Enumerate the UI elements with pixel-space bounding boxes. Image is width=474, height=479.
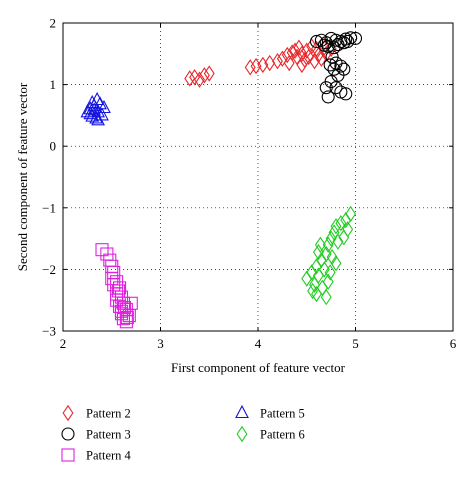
data-point <box>289 42 301 59</box>
data-point <box>303 48 315 66</box>
x-tick-label: 3 <box>157 336 164 351</box>
data-point <box>344 31 358 45</box>
data-point <box>330 255 342 272</box>
legend-marker <box>61 448 75 462</box>
y-tick-label: 2 <box>50 16 57 31</box>
data-point <box>314 236 326 253</box>
data-point <box>332 233 344 250</box>
legend-label: Pattern 2 <box>86 407 131 421</box>
y-axis-title: Second component of feature vector <box>15 82 30 271</box>
data-point <box>320 288 332 306</box>
data-point <box>83 106 98 120</box>
data-point <box>330 218 342 235</box>
legend-marker <box>236 425 248 443</box>
data-point <box>322 273 334 290</box>
x-tick-label: 5 <box>352 336 359 351</box>
data-point <box>257 56 269 74</box>
data-point <box>321 90 335 104</box>
legend-label: Pattern 5 <box>260 407 305 421</box>
x-tick-label: 2 <box>60 336 67 351</box>
data-point <box>348 31 363 45</box>
data-point <box>342 221 354 238</box>
data-point <box>323 58 337 72</box>
data-point <box>95 243 109 257</box>
data-point <box>124 296 138 310</box>
x-tick-labels: 2 3 4 5 6 <box>60 336 457 351</box>
data-point <box>301 42 313 59</box>
data-point <box>110 293 124 307</box>
data-point <box>319 81 333 95</box>
series-pattern-6 <box>301 205 357 306</box>
data-point <box>283 54 295 72</box>
data-point <box>296 45 308 62</box>
data-point <box>335 215 347 232</box>
data-point <box>90 91 105 106</box>
data-point <box>272 53 283 70</box>
data-point <box>309 34 324 49</box>
legend-item: Pattern 2 <box>62 404 131 422</box>
data-point <box>317 38 331 52</box>
legend-label: Pattern 4 <box>86 449 132 463</box>
data-point <box>324 264 336 281</box>
data-point <box>345 205 357 223</box>
legend-marker <box>62 404 74 422</box>
legend: Pattern 2 Pattern 3 Pattern 4 Pattern 5 Patt… <box>61 404 305 463</box>
data-point <box>331 38 345 52</box>
x-tick-label: 6 <box>450 336 457 351</box>
data-point <box>337 62 351 76</box>
grid <box>63 23 453 331</box>
data-point <box>296 56 308 74</box>
legend-item: Pattern 3 <box>61 427 131 442</box>
legend-item: Pattern 5 <box>235 404 305 421</box>
data-point <box>315 50 327 67</box>
data-point <box>120 310 134 324</box>
series-pattern-5 <box>80 91 111 126</box>
data-point <box>293 39 305 56</box>
data-point <box>89 110 104 124</box>
data-point <box>322 236 334 253</box>
x-axis-title: First component of feature vector <box>171 360 346 375</box>
data-point <box>339 87 353 101</box>
series-pattern-4 <box>95 243 138 329</box>
data-point <box>311 285 322 303</box>
data-point <box>334 59 348 73</box>
legend-item: Pattern 4 <box>61 448 132 463</box>
data-point <box>318 261 330 278</box>
data-point <box>244 59 256 76</box>
y-tick-label: −3 <box>42 324 56 339</box>
legend-label: Pattern 6 <box>260 428 305 442</box>
data-point <box>341 34 355 49</box>
data-point <box>276 50 288 67</box>
y-tick-label: 1 <box>50 77 57 92</box>
axis-ticks <box>62 22 454 332</box>
data-point <box>189 69 201 86</box>
legend-marker <box>235 404 249 419</box>
legend-item: Pattern 6 <box>236 425 305 443</box>
x-tick-label: 4 <box>255 336 262 351</box>
y-tick-label: 0 <box>50 139 57 154</box>
y-tick-labels: −3 −2 −1 0 1 2 <box>42 16 56 339</box>
legend-label: Pattern 3 <box>86 428 131 442</box>
data-point <box>184 70 196 87</box>
data-point <box>198 67 210 84</box>
data-point <box>281 46 293 64</box>
data-point <box>329 81 343 95</box>
data-point <box>307 282 319 300</box>
y-tick-label: −1 <box>42 200 56 215</box>
data-point <box>107 278 121 292</box>
series-pattern-3 <box>309 31 363 104</box>
data-point <box>194 71 205 88</box>
data-point <box>117 301 131 315</box>
data-point <box>97 99 111 114</box>
data-points <box>80 31 363 329</box>
legend-marker <box>61 427 75 441</box>
data-point <box>325 230 337 247</box>
data-point <box>309 53 321 70</box>
data-point <box>203 65 215 82</box>
y-tick-label: −2 <box>42 262 56 277</box>
